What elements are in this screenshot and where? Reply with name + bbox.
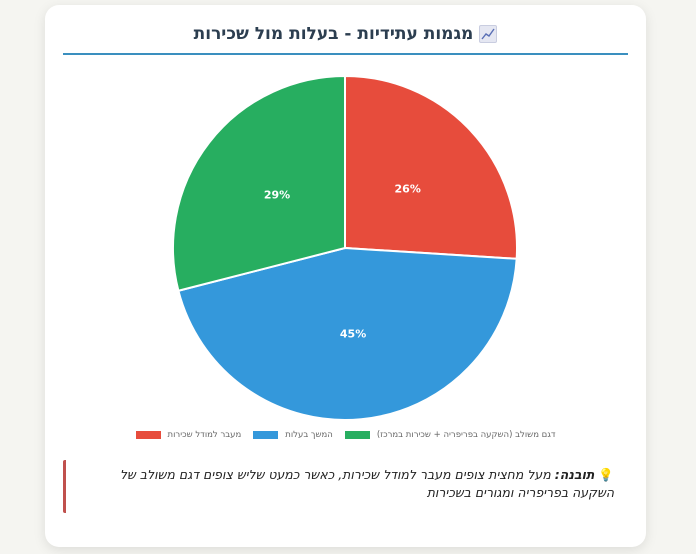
pie-slice-label: 29% xyxy=(263,188,291,202)
legend-swatch-blue xyxy=(253,431,279,439)
legend-label: דגם משולב (השקעה בפריפריה + שכירות במרכז… xyxy=(376,430,556,440)
lightbulb-icon: 💡 xyxy=(598,467,614,482)
legend-swatch-red xyxy=(135,431,161,439)
card-title: מגמות עתידיות - בעלות מול שכירות xyxy=(194,19,498,49)
legend-item-combined[interactable]: דגם משולב (השקעה בפריפריה + שכירות במרכז… xyxy=(344,430,556,440)
pie-chart-canvas[interactable] xyxy=(45,65,646,425)
legend-label: מעבר למודל שכירות xyxy=(167,430,242,440)
pie-slice[interactable] xyxy=(172,74,346,292)
pie-chart[interactable]: 26% 45% 29% xyxy=(45,65,646,425)
legend-label: המשך בעלות xyxy=(285,430,333,440)
pie-slice[interactable] xyxy=(344,74,518,260)
chart-legend: מעבר למודל שכירות המשך בעלות דגם משולב (… xyxy=(45,427,646,443)
insight-text: 💡תובנה: מעל מחצית צופים מעבר למודל שכירו… xyxy=(86,466,614,502)
legend-swatch-green xyxy=(344,431,370,439)
pie-slice-label: 45% xyxy=(339,327,367,341)
insight-body: מעל מחצית צופים מעבר למודל שכירות, כאשר … xyxy=(119,467,614,500)
chart-increasing-icon xyxy=(479,25,498,43)
pie-slice-label: 26% xyxy=(394,182,421,196)
legend-item-rental[interactable]: מעבר למודל שכירות xyxy=(135,430,242,440)
legend-item-ownership[interactable]: המשך בעלות xyxy=(253,430,333,440)
card-header: מגמות עתידיות - בעלות מול שכירות xyxy=(63,19,628,55)
card-title-text: מגמות עתידיות - בעלות מול שכירות xyxy=(193,24,474,44)
insight-label: תובנה: xyxy=(554,467,595,482)
insight-box: 💡תובנה: מעל מחצית צופים מעבר למודל שכירו… xyxy=(63,460,614,513)
chart-card: מגמות עתידיות - בעלות מול שכירות 26% 45% 2… xyxy=(45,5,646,547)
pie-slice[interactable] xyxy=(177,246,518,422)
